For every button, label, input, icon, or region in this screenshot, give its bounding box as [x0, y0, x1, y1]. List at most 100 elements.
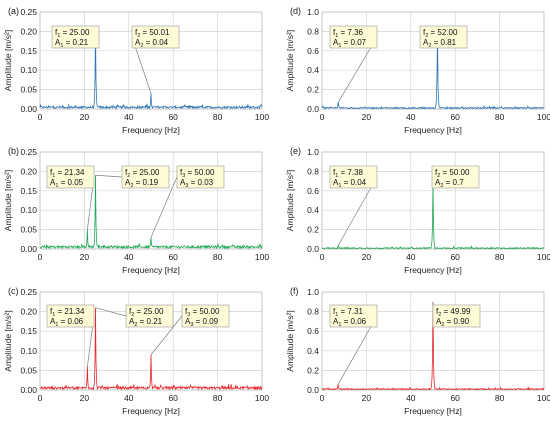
y-tick-label: 0.4: [307, 346, 319, 356]
y-tick-label: 0.20: [20, 166, 37, 176]
y-tick-label: 0.05: [20, 85, 37, 95]
y-axis-label: Amplitude [m/s²]: [3, 310, 13, 371]
callout-text: A2 = 0.7: [435, 178, 464, 189]
x-axis-label: Frequency [Hz]: [122, 265, 180, 275]
y-tick-label: 0.10: [20, 205, 37, 215]
callout-text: f1 = 21.34: [50, 307, 85, 318]
y-axis-label: Amplitude [m/s²]: [285, 170, 295, 231]
callout-box: [51, 25, 100, 49]
x-tick-label: 40: [406, 393, 416, 403]
x-axis-label: Frequency [Hz]: [404, 406, 462, 416]
x-tick-label: 20: [362, 393, 372, 403]
callout-text: f3 = 50.00: [180, 168, 215, 179]
plot-frame: [39, 151, 263, 250]
x-axis-label: Frequency [Hz]: [404, 265, 462, 275]
callout-box: [329, 25, 378, 49]
y-axis-label: Amplitude [m/s²]: [285, 30, 295, 91]
x-tick-label: 80: [495, 112, 505, 122]
y-tick-label: 0.15: [20, 46, 37, 56]
y-tick-label: 0.6: [307, 46, 319, 56]
callout-text: A1 = 0.05: [50, 178, 84, 189]
x-tick-label: 40: [124, 393, 134, 403]
x-tick-label: 40: [124, 252, 134, 262]
x-tick-label: 80: [495, 252, 505, 262]
callout-text: f2 = 49.99: [436, 307, 471, 318]
panel-b: 0 20 40 60 80 100 0.00 0.05 0.10 0.15 0.20 0.25 Freq…: [3, 146, 269, 275]
plot-frame: [321, 11, 545, 110]
y-axis-label: Amplitude [m/s²]: [3, 170, 13, 231]
y-tick-label: 0.00: [20, 104, 37, 114]
y-tick-label: 0.2: [307, 365, 319, 375]
x-tick-label: 100: [537, 252, 550, 262]
x-tick-label: 20: [362, 112, 372, 122]
x-tick-label: 20: [80, 393, 90, 403]
callout-text: A2 = 0.21: [129, 317, 163, 328]
callout-box: [432, 304, 481, 328]
y-tick-label: 0.05: [20, 365, 37, 375]
callout-text: A2 = 0.90: [436, 317, 470, 328]
y-tick-label: 0.20: [20, 26, 37, 36]
plot-frame: [321, 151, 545, 250]
spectrum-series: [39, 27, 263, 110]
y-axis-label: Amplitude [m/s²]: [3, 30, 13, 91]
callout-text: f2 = 25.00: [125, 168, 160, 179]
panel-a: 0 20 40 60 80 100 0.00 0.05 0.10 0.15 0.20 0.25 Freq…: [3, 6, 269, 135]
callout-box: [329, 304, 378, 328]
callout-box: [46, 304, 95, 328]
x-tick-label: 0: [38, 393, 43, 403]
panel-label: (b): [8, 146, 19, 156]
y-tick-label: 0.25: [20, 147, 37, 157]
callout-text: A2 = 0.81: [423, 38, 457, 49]
x-tick-label: 100: [255, 112, 269, 122]
y-tick-label: 0.8: [307, 307, 319, 317]
x-tick-label: 100: [255, 252, 269, 262]
callout-text: f1 = 7.31: [333, 307, 364, 318]
plot-frame: [321, 291, 545, 391]
y-tick-label: 0.25: [20, 287, 37, 297]
panel-label: (f): [290, 286, 299, 296]
y-tick-label: 0.0: [307, 244, 319, 254]
x-tick-label: 60: [168, 252, 178, 262]
y-tick-label: 0.20: [20, 307, 37, 317]
spectrum-series: [39, 175, 263, 250]
y-tick-label: 1.0: [307, 7, 319, 17]
y-tick-label: 0.00: [20, 244, 37, 254]
x-tick-label: 100: [255, 393, 269, 403]
panel-label: (d): [290, 6, 301, 16]
x-axis-label: Frequency [Hz]: [122, 125, 180, 135]
callout-text: A2 = 0.19: [125, 178, 159, 189]
callout-text: A1 = 0.06: [333, 317, 367, 328]
x-tick-label: 60: [450, 393, 460, 403]
x-tick-label: 40: [406, 112, 416, 122]
y-tick-label: 0.0: [307, 104, 319, 114]
x-tick-label: 60: [168, 393, 178, 403]
y-tick-label: 0.10: [20, 346, 37, 356]
panel-label: (e): [290, 146, 301, 156]
y-tick-label: 0.8: [307, 26, 319, 36]
y-tick-label: 1.0: [307, 147, 319, 157]
y-tick-label: 0.6: [307, 186, 319, 196]
callout-text: f1 = 7.36: [333, 28, 364, 39]
plot-frame: [39, 291, 263, 391]
y-tick-label: 0.10: [20, 65, 37, 75]
callout-text: f2 = 50.00: [435, 168, 470, 179]
callout-text: f2 = 25.00: [129, 307, 164, 318]
callout-text: f2 = 52.00: [423, 28, 458, 39]
x-tick-label: 100: [537, 393, 550, 403]
panel-label: (c): [8, 286, 19, 296]
callout-box: [329, 165, 378, 189]
callout-leader: [337, 315, 378, 385]
x-tick-label: 80: [495, 393, 505, 403]
y-tick-label: 0.2: [307, 85, 319, 95]
callout-box: [131, 25, 180, 49]
x-axis-label: Frequency [Hz]: [404, 125, 462, 135]
x-tick-label: 60: [450, 112, 460, 122]
x-tick-label: 60: [168, 112, 178, 122]
callout-box: [176, 165, 225, 189]
panel-e: 0 20 40 60 80 100 0.0 0.2 0.4 0.6 0.8 1.0 Frequency …: [285, 146, 550, 275]
x-tick-label: 80: [213, 393, 223, 403]
x-tick-label: 80: [213, 252, 223, 262]
y-tick-label: 0.05: [20, 225, 37, 235]
x-tick-label: 0: [320, 112, 325, 122]
